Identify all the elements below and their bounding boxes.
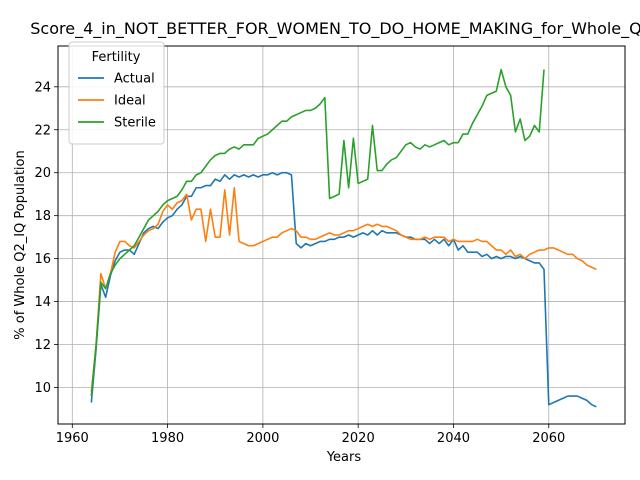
series-line-sterile bbox=[90, 68, 545, 397]
series-line-ideal bbox=[90, 186, 597, 392]
x-tick-label: 2000 bbox=[246, 431, 279, 446]
chart-title: Score_4_in_NOT_BETTER_FOR_WOMEN_TO_DO_HO… bbox=[30, 19, 640, 39]
x-axis-label: Years bbox=[326, 450, 362, 465]
legend-label-actual: Actual bbox=[114, 72, 155, 87]
y-tick-label: 14 bbox=[34, 295, 51, 310]
legend-label-sterile: Sterile bbox=[114, 116, 156, 131]
series-line-actual bbox=[90, 171, 597, 408]
y-tick-label: 20 bbox=[34, 166, 51, 181]
y-tick-label: 22 bbox=[34, 123, 51, 138]
legend: Fertility Actual Ideal Sterile bbox=[68, 41, 165, 145]
y-axis-label: % of Whole Q2_IQ Population bbox=[13, 150, 28, 339]
x-tick-label: 2040 bbox=[437, 431, 470, 446]
x-tick-label: 1960 bbox=[56, 431, 89, 446]
x-axis: 1960 1980 2000 2020 2040 2060 bbox=[56, 424, 565, 446]
legend-label-ideal: Ideal bbox=[114, 94, 146, 109]
x-tick-label: 2020 bbox=[342, 431, 375, 446]
y-tick-label: 18 bbox=[34, 209, 51, 224]
grid-lines bbox=[58, 46, 625, 424]
x-tick-label: 2060 bbox=[532, 431, 565, 446]
y-tick-label: 10 bbox=[34, 381, 51, 396]
y-tick-label: 16 bbox=[34, 252, 51, 267]
legend-title: Fertility bbox=[92, 50, 141, 65]
legend-box bbox=[68, 41, 165, 145]
plot-lines bbox=[90, 68, 597, 408]
y-axis: 10 12 14 16 18 20 22 24 bbox=[34, 80, 58, 396]
x-tick-label: 1980 bbox=[151, 431, 184, 446]
y-tick-label: 12 bbox=[34, 338, 51, 353]
y-tick-label: 24 bbox=[34, 80, 51, 95]
axes-frame bbox=[57, 45, 626, 425]
